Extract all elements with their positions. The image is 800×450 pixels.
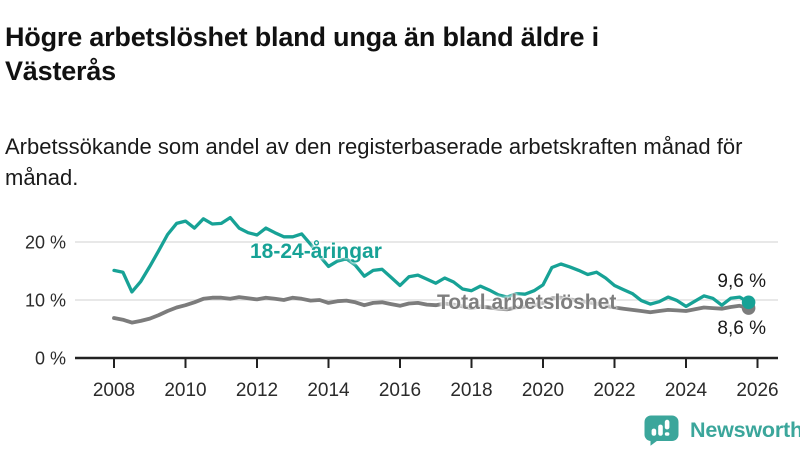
- x-tick-label-2016: 2016: [379, 380, 421, 401]
- newsworthy-logo: Newsworthy: [644, 415, 800, 446]
- x-tick-label-2008: 2008: [93, 380, 135, 401]
- x-tick-label-2010: 2010: [164, 380, 206, 401]
- x-tick-label-2018: 2018: [450, 380, 492, 401]
- series-line-0: [112, 215, 751, 309]
- y-tick-label-0: 0 %: [35, 349, 66, 369]
- y-tick-label-20: 20 %: [25, 233, 66, 253]
- page-title: Högre arbetslöshet bland unga än bland ä…: [5, 22, 599, 87]
- chart-subtitle: Arbetssökande som andel av den registerb…: [5, 134, 743, 190]
- newsworthy-logo-text: Newsworthy: [690, 418, 800, 442]
- end-marker-0: [741, 295, 756, 310]
- x-tick-label-2022: 2022: [593, 380, 635, 401]
- end-value-label-total: 8,6 %: [717, 318, 766, 339]
- x-tick-label-2012: 2012: [236, 380, 278, 401]
- x-tick-label-2026: 2026: [736, 380, 778, 401]
- x-tick-label-2024: 2024: [665, 380, 708, 401]
- series-line-1: [112, 295, 751, 325]
- x-tick-label-2014: 2014: [307, 380, 350, 401]
- x-tick-label-2020: 2020: [522, 380, 564, 401]
- series-label-youth: 18-24-åringar: [250, 240, 382, 263]
- series-label-total: Total arbetslöshet: [437, 291, 617, 314]
- y-tick-label-10: 10 %: [25, 291, 66, 311]
- end-value-label-youth: 9,6 %: [717, 271, 766, 292]
- bar-chart-speech-bubble-icon: [644, 415, 679, 446]
- end-marker-1: [741, 301, 756, 315]
